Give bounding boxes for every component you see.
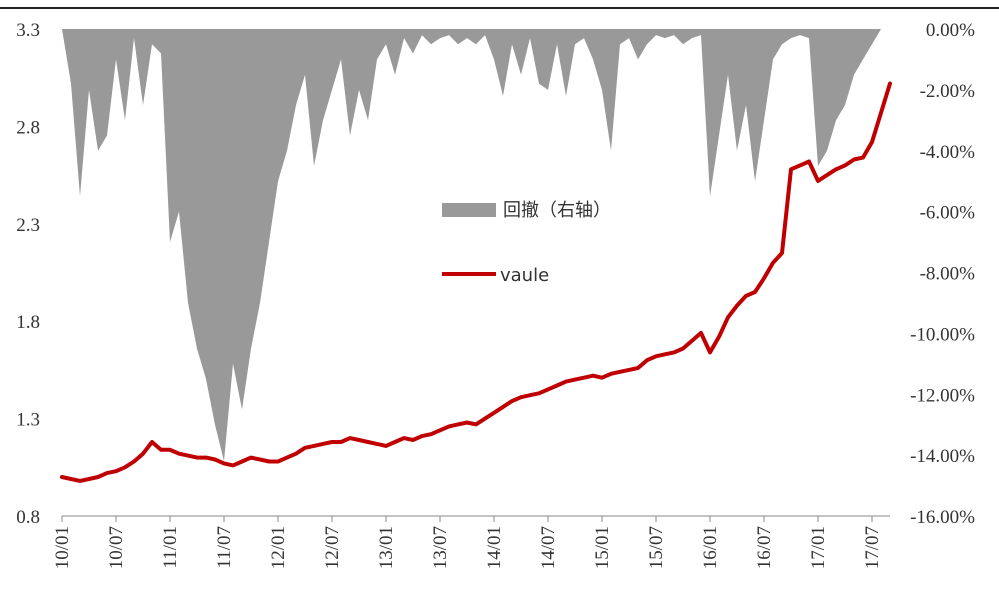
x-tick-label: 11/07 — [214, 526, 235, 569]
x-tick-label: 11/01 — [160, 526, 181, 569]
y-axis-right-ticks: 0.00% -2.00% -4.00% -6.00% -8.00% -10.00% -12.… — [910, 20, 975, 528]
x-tick-label: 12/07 — [322, 526, 343, 569]
y2-tick-label: -10.00% — [910, 324, 975, 345]
y2-tick-label: 0.00% — [926, 20, 975, 41]
x-tick-label: 10/07 — [106, 526, 127, 569]
drawdown-series — [62, 29, 881, 462]
y2-tick-label: -14.00% — [910, 446, 975, 467]
y2-tick-label: -16.00% — [910, 507, 975, 528]
y-tick-label: 1.8 — [16, 312, 40, 333]
y2-tick-label: -12.00% — [910, 385, 975, 406]
x-tick-label: 15/01 — [592, 526, 613, 569]
value-series — [60, 81, 892, 483]
x-tick-label: 14/07 — [538, 526, 559, 569]
x-tick-label: 10/01 — [52, 526, 73, 569]
legend-label-value: vaule — [500, 265, 549, 286]
y-axis-left-ticks: 3.3 2.8 2.3 1.8 1.3 0.8 — [16, 20, 40, 528]
x-tick-label: 17/07 — [862, 526, 883, 569]
legend-item-drawdown: 回撤（右轴） — [442, 200, 611, 221]
x-tick-label: 12/01 — [268, 526, 289, 569]
drawdown-area — [62, 29, 881, 462]
x-tick-label: 15/07 — [646, 526, 667, 569]
legend-item-value: vaule — [442, 265, 549, 286]
y2-tick-label: -8.00% — [920, 264, 976, 285]
value-line — [60, 81, 892, 483]
legend-swatch-drawdown — [442, 203, 496, 217]
y-tick-label: 3.3 — [16, 20, 40, 41]
x-tick-label: 13/07 — [430, 526, 451, 569]
x-tick-label: 13/01 — [376, 526, 397, 569]
x-axis-ticks: 10/01 10/07 11/01 11/07 12/01 12/07 13/01 13/07… — [52, 516, 883, 569]
legend: 回撤（右轴） vaule — [442, 200, 611, 286]
y-tick-label: 1.3 — [16, 410, 40, 431]
legend-label-drawdown: 回撤（右轴） — [503, 200, 611, 221]
x-tick-label: 17/01 — [808, 526, 829, 569]
x-tick-label: 14/01 — [484, 526, 505, 569]
x-tick-label: 16/01 — [700, 526, 721, 569]
y2-tick-label: -6.00% — [920, 203, 976, 224]
y-tick-label: 2.8 — [16, 117, 40, 138]
y2-tick-label: -4.00% — [920, 142, 976, 163]
y2-tick-label: -2.00% — [920, 81, 976, 102]
y-tick-label: 2.3 — [16, 215, 40, 236]
x-tick-label: 16/07 — [754, 526, 775, 569]
y-tick-label: 0.8 — [16, 507, 40, 528]
